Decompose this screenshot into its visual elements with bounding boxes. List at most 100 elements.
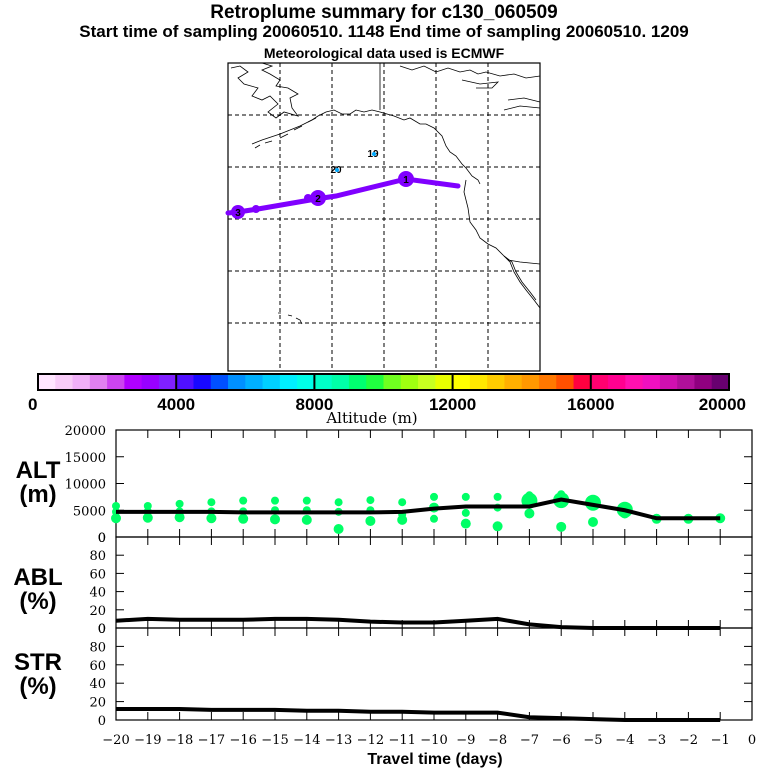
scatter-point bbox=[398, 498, 407, 507]
y-tick-label: 20000 bbox=[65, 424, 106, 439]
colorbar-swatch bbox=[107, 374, 125, 390]
scatter-point bbox=[492, 521, 503, 532]
series-line bbox=[116, 497, 721, 521]
y-tick-label: 60 bbox=[89, 659, 106, 674]
colorbar-tick-label: 0 bbox=[28, 395, 37, 414]
colorbar-swatch bbox=[677, 374, 695, 390]
colorbar-swatch bbox=[297, 374, 315, 390]
colorbar-swatch bbox=[538, 374, 557, 390]
x-tick-label: −1 bbox=[711, 733, 730, 748]
panel-label-unit: (m) bbox=[19, 481, 56, 508]
colorbar-swatch bbox=[158, 374, 177, 390]
x-tick-label: −9 bbox=[456, 733, 475, 748]
panel-label-name: STR bbox=[14, 649, 62, 676]
scatter-point bbox=[588, 517, 598, 528]
panel-alt: 0 5000 10000 15000 20000 ALT(m) bbox=[16, 424, 753, 546]
scatter-point bbox=[461, 492, 470, 501]
x-tick-label: −11 bbox=[388, 733, 415, 748]
colorbar-tick-label: 20000 bbox=[699, 395, 746, 414]
y-tick-label: 0 bbox=[98, 531, 106, 546]
series-line bbox=[116, 706, 721, 722]
scatter-point bbox=[557, 490, 566, 499]
colorbar-swatch bbox=[331, 374, 350, 390]
coastline-baja bbox=[503, 255, 541, 301]
y-tick-label: 20 bbox=[89, 696, 106, 711]
scatter-point bbox=[143, 501, 152, 510]
coastline-hawaii bbox=[278, 312, 303, 325]
panel-abl: 0 20 40 60 80 0 ABL(%) bbox=[13, 531, 753, 637]
y-tick-label: 20 bbox=[89, 604, 106, 619]
colorbar-swatch bbox=[487, 374, 505, 390]
colorbar-swatch bbox=[694, 374, 713, 390]
y-tick-label: 40 bbox=[89, 677, 106, 692]
colorbar-swatch bbox=[590, 374, 609, 390]
altitude-markers: 1920 bbox=[330, 149, 379, 176]
chart-title: Retroplume summary for c130_060509 bbox=[210, 2, 558, 23]
colorbar-swatch bbox=[210, 374, 229, 390]
colorbar-swatch bbox=[193, 374, 212, 390]
colorbar-swatch bbox=[383, 374, 402, 390]
x-axis: −20 −19 −18 −17 −16 −15 −14 −13 −12 −11 −10 −9 −8 −7−… bbox=[102, 733, 756, 768]
scatter-point bbox=[207, 498, 216, 507]
coastlines bbox=[230, 62, 541, 325]
colorbar-frame bbox=[37, 373, 730, 391]
trajectory-marker bbox=[252, 205, 260, 213]
scatter-point bbox=[238, 513, 249, 524]
panel-label-name: ABL bbox=[13, 564, 62, 591]
coastline-alaska bbox=[251, 109, 481, 185]
colorbar-swatch bbox=[72, 374, 91, 390]
y-tick-label: 5000 bbox=[73, 504, 106, 519]
scatter-point bbox=[175, 499, 184, 508]
scatter-point bbox=[430, 492, 438, 501]
colorbar-title: Altitude (m) bbox=[325, 409, 417, 427]
scatter-point bbox=[270, 514, 280, 525]
x-tick-label: 0 bbox=[748, 733, 756, 748]
x-tick-label: −2 bbox=[679, 733, 698, 748]
x-tick-label: −3 bbox=[647, 733, 666, 748]
y-tick-label: 15000 bbox=[65, 451, 106, 466]
x-tick-label: −16 bbox=[229, 733, 256, 748]
scatter-point bbox=[461, 508, 470, 517]
colorbar-swatch bbox=[452, 374, 471, 390]
colorbar-swatch bbox=[141, 374, 160, 390]
scatter-point bbox=[366, 496, 375, 505]
trajectory-path: 1 2 3 bbox=[225, 171, 461, 219]
y-tick-label: 0 bbox=[98, 531, 106, 546]
colorbar-swatch bbox=[279, 374, 298, 390]
colorbar-swatch bbox=[625, 374, 644, 390]
colorbar-swatch bbox=[366, 374, 384, 390]
colorbar-swatch bbox=[348, 374, 367, 390]
panel-str: 0 20 40 60 80 0 STR(%) bbox=[14, 622, 753, 729]
colorbar-tick-label: 4000 bbox=[157, 395, 195, 414]
colorbar-swatch bbox=[176, 374, 194, 390]
trajectory-marker-label: 1 bbox=[403, 175, 409, 186]
scatter-point bbox=[493, 492, 502, 501]
colorbar-swatch bbox=[573, 374, 592, 390]
met-data-note: Meteorological data used is ECMWF bbox=[263, 45, 505, 61]
y-tick-label: 0 bbox=[98, 622, 106, 637]
colorbar-swatch bbox=[38, 374, 56, 390]
x-tick-label: −12 bbox=[357, 733, 384, 748]
scatter-point bbox=[301, 514, 312, 525]
coastline-na-west bbox=[463, 179, 541, 309]
scatter-point bbox=[111, 513, 121, 524]
scatter-point bbox=[525, 491, 534, 500]
y-tick-label: 60 bbox=[89, 567, 106, 582]
trajectory-map: 1 2 3 1920 bbox=[225, 62, 541, 372]
x-tick-label: −20 bbox=[102, 733, 129, 748]
time-series-panels: 05000100001500020000ALT(m)0204060800ABL(… bbox=[13, 424, 756, 768]
scatter-point bbox=[206, 513, 217, 524]
x-tick-label: −7 bbox=[520, 733, 539, 748]
trajectory-marker bbox=[231, 205, 245, 219]
y-tick-label: 10000 bbox=[65, 478, 106, 493]
altitude-marker-dot bbox=[335, 168, 339, 172]
scatter-point bbox=[271, 496, 279, 505]
colorbar-swatch bbox=[262, 374, 281, 390]
x-tick-label: −15 bbox=[261, 733, 288, 748]
colorbar-swatch bbox=[55, 374, 74, 390]
colorbar-swatch bbox=[608, 374, 626, 390]
scatter-point bbox=[365, 515, 376, 526]
series-line bbox=[115, 616, 721, 630]
trajectory-marker bbox=[310, 190, 326, 206]
